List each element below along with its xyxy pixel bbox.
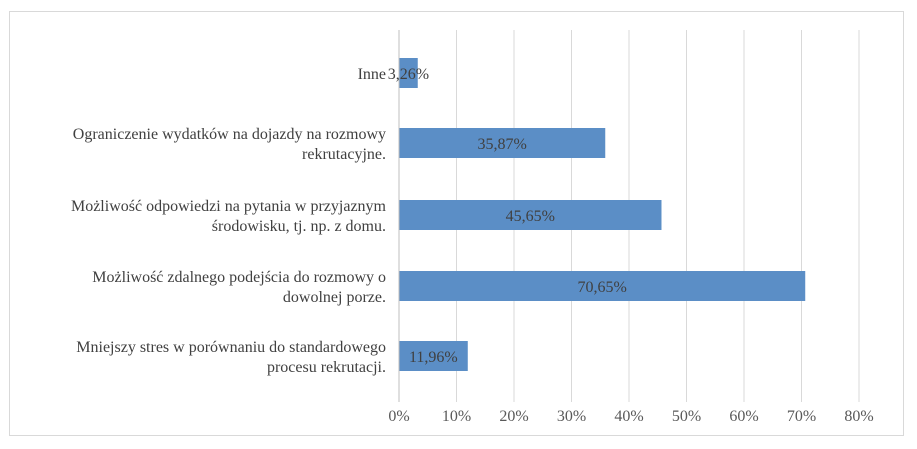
category-label: Możliwość odpowiedzi na pytania w przyja… (71, 198, 387, 215)
x-tick-label: 60% (729, 408, 758, 425)
x-tick-label: 40% (614, 408, 643, 425)
data-label: 3,26% (388, 66, 429, 83)
bar (399, 341, 468, 371)
bar (399, 200, 662, 230)
x-tick-label: 50% (672, 408, 701, 425)
data-label: 11,96% (409, 349, 458, 366)
x-tick-label: 0% (388, 408, 409, 425)
data-label: 70,65% (577, 279, 626, 296)
x-tick-label: 30% (557, 408, 586, 425)
bar (399, 58, 418, 88)
x-tick-label: 10% (442, 408, 471, 425)
category-label: środowisku, tj. np. z domu. (212, 218, 386, 235)
data-label: 35,87% (477, 136, 526, 153)
category-label: Ograniczenie wydatków na dojazdy na rozm… (73, 126, 386, 143)
category-label: rekrutacyjne. (302, 146, 386, 163)
data-label: 45,65% (506, 208, 555, 225)
x-tick-label: 70% (787, 408, 816, 425)
category-label: Mniejszy stres w porównaniu do standardo… (76, 339, 386, 356)
category-label: Możliwość zdalnego podejścia do rozmowy … (92, 269, 386, 286)
x-tick-label: 20% (499, 408, 528, 425)
bar (399, 128, 606, 158)
x-tick-label: 80% (844, 408, 873, 425)
category-label: dowolnej porze. (283, 289, 386, 306)
bar (399, 271, 806, 301)
category-label: procesu rekrutacji. (267, 359, 386, 376)
category-label: Inne (358, 66, 386, 83)
